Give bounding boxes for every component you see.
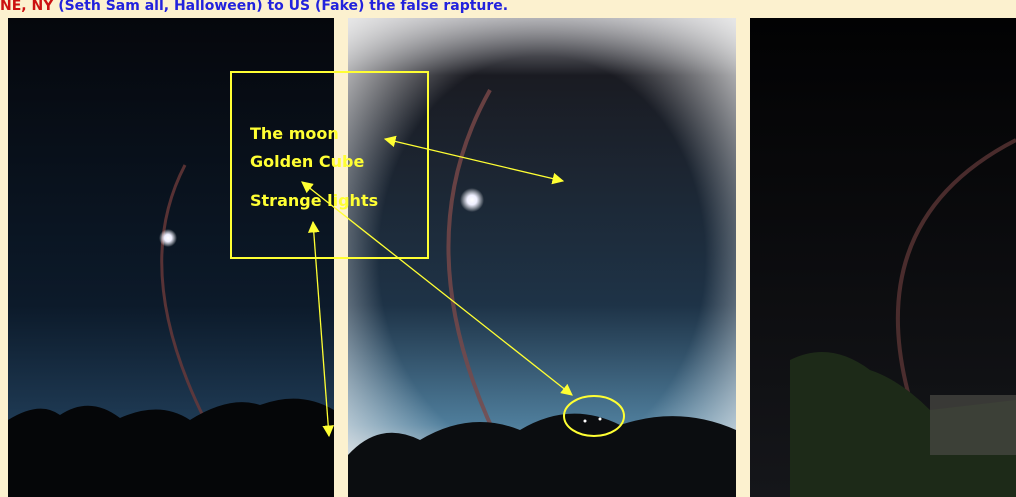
photo-right — [750, 18, 1016, 497]
header-text: NE, NY (Seth Sam all, Halloween) to US (… — [0, 0, 508, 14]
collage: NE, NY (Seth Sam all, Halloween) to US (… — [0, 0, 1016, 497]
page: NE, NY (Seth Sam all, Halloween) to US (… — [0, 0, 1016, 497]
annotation-label: Strange lights — [250, 191, 378, 210]
header-lead: NE, NY — [0, 0, 54, 14]
header-rest: (Seth Sam all, Halloween) to US (Fake) t… — [53, 0, 508, 14]
annotation-label: The moon — [250, 124, 339, 143]
annotation-label: Golden Cube — [250, 152, 364, 171]
